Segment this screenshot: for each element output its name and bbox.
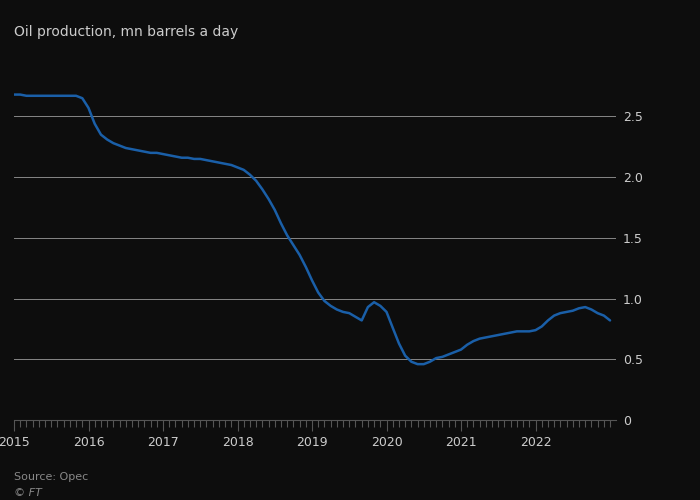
Text: Source: Opec: Source: Opec [14, 472, 88, 482]
Text: Oil production, mn barrels a day: Oil production, mn barrels a day [14, 25, 238, 39]
Text: © FT: © FT [14, 488, 42, 498]
